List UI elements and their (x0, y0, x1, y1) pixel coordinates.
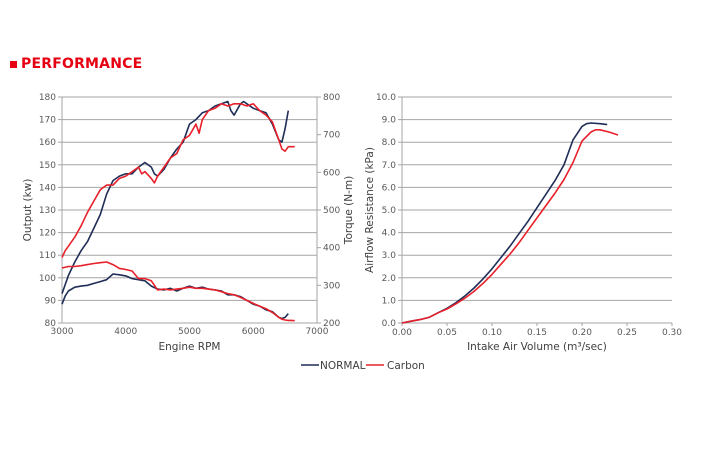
y-tick-label: 1.0 (382, 296, 397, 306)
y2-tick-label: 600 (323, 168, 340, 178)
y-tick-label: 130 (39, 206, 56, 216)
x-tick-label: 0.30 (662, 328, 682, 338)
y-tick-label: 7.0 (382, 161, 397, 171)
x-tick-label: 3000 (51, 327, 74, 337)
y2-tick-label: 300 (323, 281, 340, 291)
output-torque-chart: 80 90 100 110 120 130 140 150 160 170 180 200 300 400… (22, 93, 355, 353)
x-tick-label: 0.05 (437, 328, 457, 338)
y-tick-label: 120 (39, 229, 56, 239)
y-tick-label: 6.0 (382, 183, 397, 193)
y-tick-label: 4.0 (382, 229, 397, 239)
y-tick-label: 140 (39, 183, 56, 193)
y-tick-label: 110 (39, 251, 56, 261)
section-title-text: PERFORMANCE (21, 56, 143, 72)
y-tick-label: 9.0 (382, 116, 397, 126)
x-tick-label: 0.00 (392, 328, 412, 338)
y-tick-label: 80 (45, 319, 57, 329)
x-tick-label: 5000 (178, 327, 201, 337)
legend-label-normal: NORMAL (320, 360, 366, 372)
series-line-carbon-torque (61, 261, 295, 322)
y-tick-label: 170 (39, 116, 56, 126)
y-tick-label: 5.0 (382, 206, 397, 216)
y2-tick-label: 400 (323, 244, 340, 254)
x-tick-label: 0.20 (572, 328, 592, 338)
y-axis-title: Output (kw) (22, 179, 34, 242)
airflow-resistance-chart: 0.0 1.0 2.0 3.0 4.0 5.0 6.0 7.0 8.0 9.0 10.0 0.00 0.… (364, 93, 682, 353)
x-axis-title: Engine RPM (158, 341, 220, 353)
y-tick-label: 3.0 (382, 251, 397, 261)
y-tick-label: 8.0 (382, 138, 397, 148)
section-title: PERFORMANCE (10, 56, 142, 72)
x-tick-label: 7000 (306, 327, 329, 337)
x-tick-label: 4000 (114, 327, 137, 337)
y-tick-label: 180 (39, 93, 56, 103)
y-tick-label: 90 (45, 296, 57, 306)
series-line-carbon-output (61, 103, 295, 258)
x-tick-label: 0.10 (482, 328, 502, 338)
y-axis-title: Airflow Resistance (kPa) (364, 147, 376, 273)
y2-tick-label: 500 (323, 206, 340, 216)
y2-axis-title: Torque (N-m) (343, 176, 355, 245)
y2-tick-label: 800 (323, 93, 340, 103)
x-tick-label: 0.15 (527, 328, 547, 338)
legend: NORMAL Carbon (301, 360, 425, 372)
title-square-icon (10, 60, 17, 68)
y-tick-label: 0.0 (382, 319, 397, 329)
y-tick-label: 100 (39, 274, 56, 284)
y2-tick-label: 700 (323, 131, 340, 141)
x-tick-label: 6000 (242, 327, 265, 337)
y-tick-label: 2.0 (382, 274, 397, 284)
y-tick-label: 160 (39, 138, 56, 148)
x-tick-label: 0.25 (617, 328, 637, 338)
y-tick-label: 150 (39, 161, 56, 171)
legend-label-carbon: Carbon (387, 360, 425, 372)
x-axis-title: Intake Air Volume (m³/sec) (467, 341, 607, 353)
y2-tick-label: 200 (323, 319, 340, 329)
y-tick-label: 10.0 (376, 93, 396, 103)
series-line-normal-torque (61, 273, 289, 320)
series-line-carbon (401, 129, 619, 324)
